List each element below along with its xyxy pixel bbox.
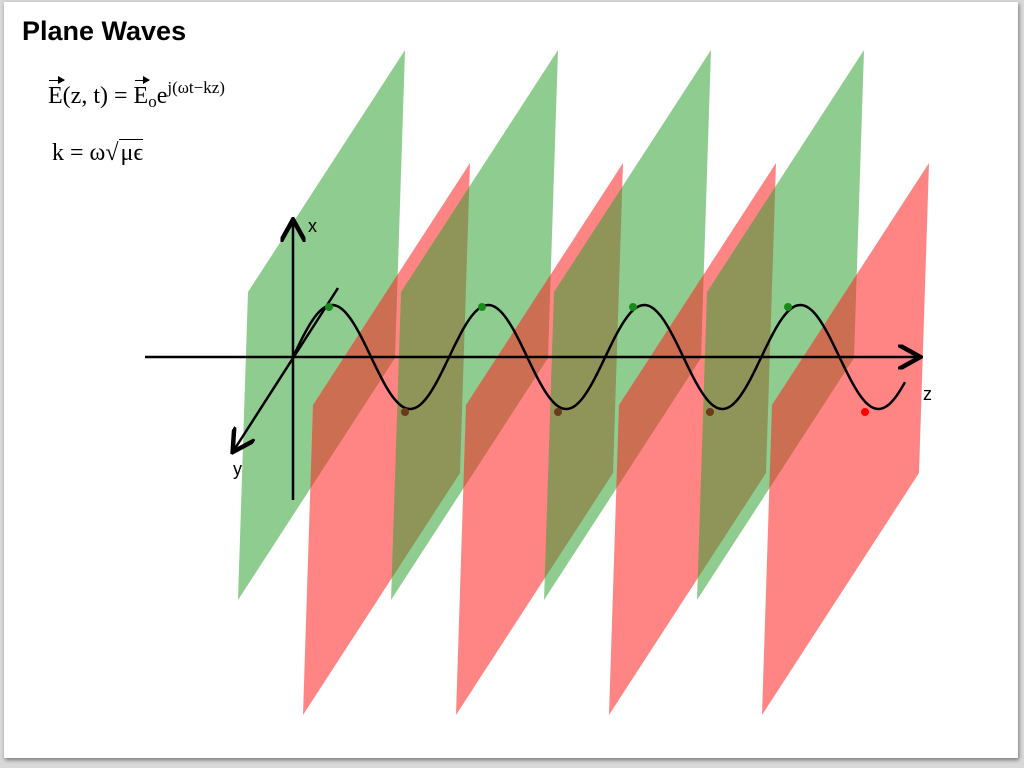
planes [238, 50, 929, 715]
wave-point [784, 303, 792, 311]
subscript: o [148, 92, 157, 111]
equation-text: k = ω [52, 140, 106, 166]
equation-text: e [156, 83, 168, 109]
y-axis-label: y [233, 459, 242, 479]
equation-text: (z, t) = [62, 83, 134, 109]
wave-point [401, 408, 409, 416]
wave [291, 303, 907, 411]
wave-point [629, 303, 637, 311]
wave-point [325, 303, 333, 311]
radicand: μϵ [118, 139, 144, 166]
field-equation: E(z, t) = Eoej(ωt−kz) [48, 76, 225, 112]
slide: x y z Plane Waves E(z, t) = Eoej(ωt−kz) … [4, 2, 1018, 758]
exponent: j(ωt−kz) [167, 78, 225, 97]
green-plane [697, 50, 864, 600]
wave-points [325, 303, 869, 416]
vector-symbol: E [133, 76, 150, 109]
wavenumber-equation: k = ω√μϵ [52, 139, 144, 166]
wave-point [861, 408, 869, 416]
green-plane [391, 50, 558, 600]
green-plane [238, 50, 405, 600]
diagram: x y z [145, 50, 932, 715]
slide-title: Plane Waves [22, 16, 187, 46]
green-plane [544, 50, 711, 600]
red-plane [762, 163, 929, 715]
wave-point [706, 408, 714, 416]
vector-symbol: E [48, 76, 65, 109]
x-axis-label: x [308, 216, 317, 236]
wave-point [554, 408, 562, 416]
y-axis [234, 287, 340, 450]
wave-point [478, 303, 486, 311]
z-axis-label: z [923, 384, 932, 404]
